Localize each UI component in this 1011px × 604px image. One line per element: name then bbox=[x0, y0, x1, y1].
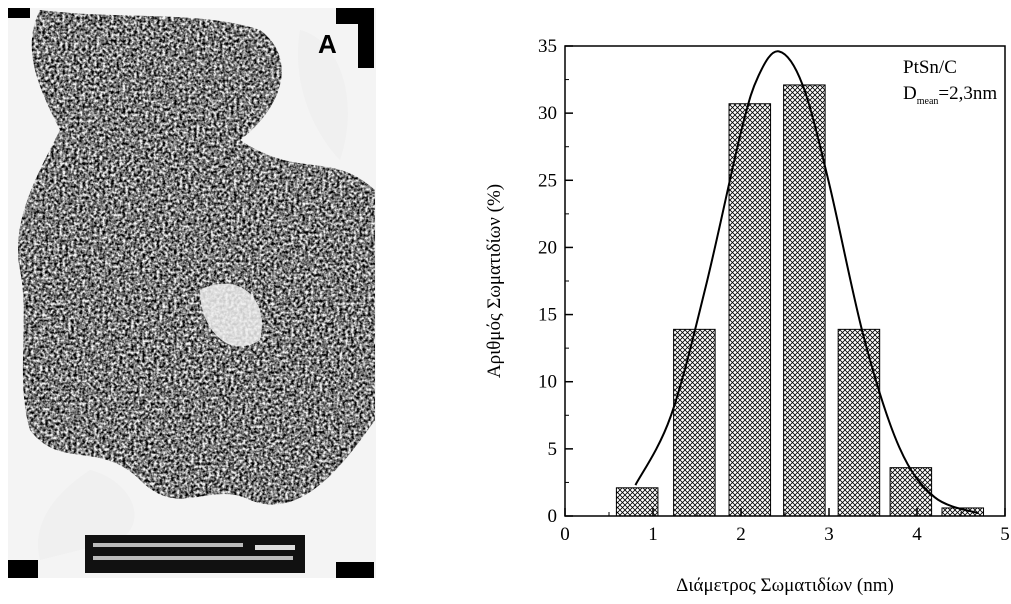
x-tick-label: 2 bbox=[736, 524, 746, 545]
bar bbox=[615, 487, 659, 517]
annotation-value: =2,3nm bbox=[938, 83, 997, 104]
y-tick-label: 15 bbox=[538, 305, 557, 326]
annotation-subscript: mean bbox=[917, 96, 939, 107]
x-tick-label: 1 bbox=[648, 524, 658, 545]
fit-curve bbox=[634, 50, 979, 515]
y-tick-label: 20 bbox=[538, 237, 557, 258]
bar bbox=[889, 467, 933, 517]
y-tick-label: 35 bbox=[538, 36, 557, 57]
x-axis-label: Διάμετρος Σωματιδίων (nm) bbox=[676, 575, 894, 596]
annotation-symbol: D bbox=[903, 83, 917, 104]
y-tick-label: 0 bbox=[548, 506, 558, 527]
y-axis-label: Αριθμός Σωματιδίων (%) bbox=[484, 184, 505, 378]
bar bbox=[783, 84, 826, 517]
annotation-mean: Dmean=2,3nm bbox=[903, 83, 997, 107]
micrograph: A bbox=[8, 8, 376, 578]
bar bbox=[673, 328, 716, 517]
bar bbox=[728, 103, 772, 517]
x-tick-label: 5 bbox=[1000, 524, 1010, 545]
bar bbox=[837, 328, 881, 517]
x-tick-label: 0 bbox=[560, 524, 570, 545]
panel-label: A bbox=[318, 29, 337, 59]
y-tick-label: 5 bbox=[548, 439, 558, 460]
x-tick-label: 4 bbox=[912, 524, 922, 545]
y-tick-label: 10 bbox=[538, 372, 557, 393]
y-tick-label: 30 bbox=[538, 103, 557, 124]
x-tick-label: 3 bbox=[824, 524, 834, 545]
y-tick-label: 25 bbox=[538, 170, 557, 191]
annotation-title: PtSn/C bbox=[903, 57, 957, 78]
